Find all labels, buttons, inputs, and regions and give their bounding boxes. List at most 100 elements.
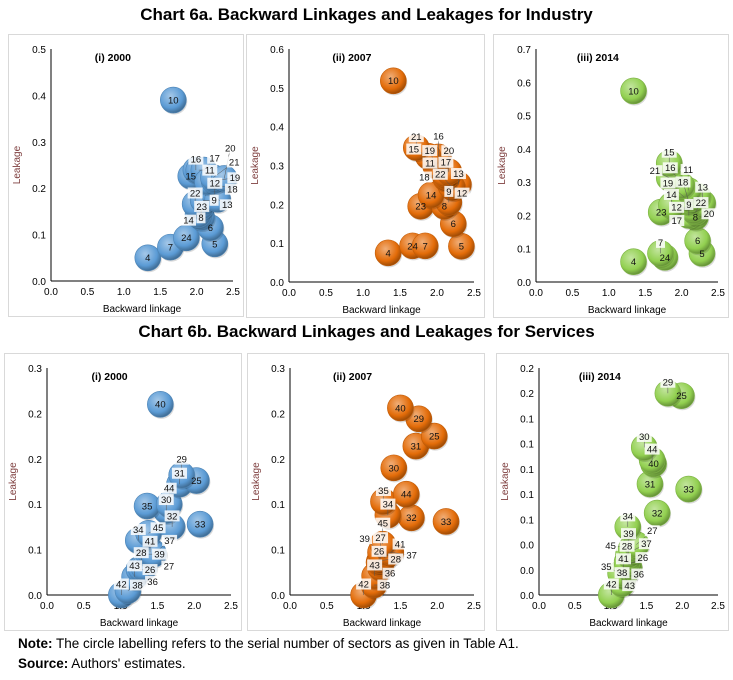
bubble — [160, 86, 187, 114]
y-tick-label: 0.0 — [520, 566, 534, 577]
point-label: 20 — [444, 146, 455, 157]
x-tick-label: 0.0 — [40, 601, 54, 612]
x-tick-label: 0.5 — [77, 601, 91, 612]
bubble — [147, 391, 174, 418]
x-tick-label: 0.0 — [283, 601, 297, 612]
label-backdrop — [631, 568, 647, 580]
label-backdrop — [644, 443, 660, 455]
point-label: 6 — [695, 236, 700, 247]
label-backdrop — [371, 545, 387, 557]
scatter-point — [380, 454, 408, 483]
y-tick-label: 0.2 — [270, 200, 284, 211]
bubbles — [350, 394, 461, 610]
x-tick-label: 0.0 — [529, 288, 543, 299]
label-backdrop — [680, 163, 696, 175]
label-backdrop — [444, 185, 454, 197]
point-label: 22 — [435, 170, 446, 181]
y-tick-label: 0.4 — [517, 145, 531, 156]
point-label: 12 — [457, 189, 468, 200]
point-label: 14 — [183, 216, 194, 227]
scatter-point — [620, 248, 648, 277]
label-backdrop — [162, 534, 178, 546]
x-tick-label: 2.0 — [190, 287, 204, 298]
point-label: 34 — [133, 525, 144, 536]
panel-title: (i) 2000 — [95, 52, 131, 64]
services-2014-scatter: 0.00.00.00.10.10.10.10.10.20.20.00.51.01… — [500, 364, 725, 629]
services-2000-scatter: 0.00.10.10.20.20.30.00.51.01.52.02.5Back… — [8, 364, 238, 629]
point-label: 19 — [663, 178, 674, 189]
point-label: 43 — [369, 560, 380, 571]
scatter-point — [643, 499, 672, 528]
label-backdrop — [404, 549, 420, 561]
label-backdrop — [695, 181, 711, 193]
point-label: 26 — [374, 547, 385, 558]
x-tick-label: 2.0 — [675, 288, 689, 299]
x-tick-label: 2.0 — [187, 601, 201, 612]
label-backdrop — [127, 560, 143, 572]
point-label: 29 — [414, 414, 425, 425]
label-backdrop — [406, 143, 422, 155]
point-label: 23 — [415, 202, 426, 213]
y-axis-label: Leakage — [497, 146, 508, 185]
point-label: 9 — [686, 200, 691, 211]
bubble — [620, 77, 647, 105]
scatter-point — [620, 77, 648, 106]
label-backdrop — [207, 177, 223, 189]
label-backdrop — [161, 482, 177, 494]
x-tick-label: 2.0 — [675, 601, 689, 612]
point-label: 31 — [411, 441, 422, 452]
note: Note: The circle labelling refers to the… — [18, 636, 519, 651]
x-tick-label: 2.5 — [467, 601, 481, 612]
point-label: 41 — [395, 539, 406, 550]
point-label: 21 — [411, 132, 422, 143]
point-label: 16 — [191, 155, 202, 166]
point-label: 36 — [633, 569, 644, 580]
x-tick-label: 1.0 — [602, 288, 616, 299]
x-tick-label: 1.0 — [117, 287, 131, 298]
point-label: 34 — [383, 499, 394, 510]
label-backdrop — [408, 131, 424, 143]
label-backdrop — [356, 578, 372, 590]
label-backdrop — [171, 467, 187, 479]
bubbles — [620, 77, 717, 277]
point-label: 28 — [390, 554, 401, 565]
x-tick-label: 1.5 — [393, 288, 407, 299]
label-backdrop — [622, 580, 638, 592]
source-text: Authors' estimates. — [68, 656, 186, 671]
bubble — [392, 480, 420, 508]
point-label: 17 — [441, 158, 452, 169]
y-tick-label: 0.1 — [520, 490, 534, 501]
y-axis-label: Leakage — [500, 462, 511, 501]
point-label: 17 — [671, 216, 682, 227]
industry-2007-panel: 0.0 0.1 0.2 0.3 0.4 0.5 0.6 0.0 0.5 1.0 1.5 2.0 2.5 B… — [246, 34, 485, 318]
point-label: 21 — [650, 166, 661, 177]
bubble — [380, 67, 407, 95]
point-label: 45 — [377, 519, 388, 530]
industry-2014-panel: 0.0 0.1 0.2 0.3 0.4 0.5 0.6 0.7 0.0 0.5 1.0 1.5 2.0 2… — [493, 34, 729, 318]
label-backdrop — [388, 553, 404, 565]
label-backdrop — [129, 579, 145, 591]
label-backdrop — [454, 187, 470, 199]
x-tick-label: 1.5 — [153, 287, 167, 298]
x-tick-label: 2.5 — [226, 287, 240, 298]
point-label: 28 — [136, 548, 147, 559]
bubble — [620, 248, 647, 275]
label-backdrop — [693, 197, 709, 209]
x-axis-label: Backward linkage — [589, 618, 668, 629]
x-axis-label: Backward linkage — [342, 305, 421, 316]
point-label: 32 — [652, 508, 663, 519]
label-backdrop — [619, 540, 635, 552]
label-backdrop — [638, 538, 654, 550]
y-axis-label: Leakage — [251, 462, 262, 501]
label-backdrop — [635, 552, 651, 564]
label-backdrop — [130, 524, 146, 536]
scatter-point — [387, 394, 415, 423]
point-label: 6 — [451, 219, 456, 230]
y-tick-label: 0.1 — [270, 239, 284, 250]
point-label: 9 — [446, 187, 451, 198]
label-backdrop — [430, 130, 446, 142]
label-backdrop — [441, 145, 457, 157]
point-label: 20 — [225, 143, 236, 154]
bubble — [675, 475, 702, 503]
label-backdrop — [416, 171, 432, 183]
